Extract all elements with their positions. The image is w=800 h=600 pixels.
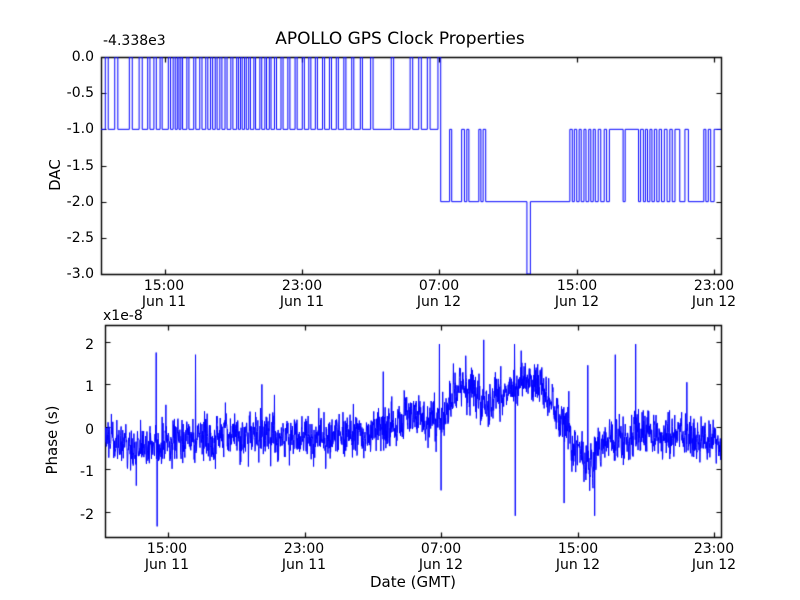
dac-ytick-label: -0.5 (66, 85, 94, 101)
dac-ytick-label: -1.0 (66, 121, 94, 137)
phase-ytick-label: 2 (85, 337, 94, 353)
dac-ytick-label: -1.5 (66, 158, 94, 174)
dac-ytick-label: 0.0 (71, 49, 94, 65)
dac-xtick-date: Jun 12 (691, 294, 737, 310)
phase-xtick-time: 15:00 (557, 541, 599, 557)
phase-ytick-label: -1 (80, 464, 94, 480)
dac-xtick-label: 15:00 Jun 11 (142, 278, 186, 310)
phase-y-offset-text: x1e-8 (103, 308, 143, 324)
phase-xtick-date: Jun 11 (281, 557, 327, 573)
dac-xtick-date: Jun 11 (279, 294, 325, 310)
dac-xtick-label: 15:00 Jun 12 (555, 278, 599, 310)
dac-xtick-label: 07:00 Jun 12 (417, 278, 461, 310)
dac-xtick-time: 15:00 (143, 278, 185, 294)
dac-xtick-date: Jun 12 (416, 294, 462, 310)
phase-xtick-date: Jun 12 (691, 557, 737, 573)
phase-xtick-label: 07:00 Jun 12 (419, 541, 463, 573)
dac-xtick-time: 23:00 (281, 278, 323, 294)
phase-xtick-label: 15:00 Jun 11 (145, 541, 189, 573)
dac-ytick-label: -2.5 (66, 230, 94, 246)
phase-xtick-label: 23:00 Jun 12 (692, 541, 736, 573)
phase-xtick-label: 23:00 Jun 11 (282, 541, 326, 573)
dac-xtick-label: 23:00 Jun 12 (692, 278, 736, 310)
dac-xtick-time: 23:00 (693, 278, 735, 294)
phase-xtick-label: 15:00 Jun 12 (556, 541, 600, 573)
phase-x-axis-label: Date (GMT) (369, 573, 457, 591)
dac-xtick-date: Jun 11 (141, 294, 187, 310)
phase-xtick-date: Jun 12 (418, 557, 464, 573)
phase-ytick-label: 1 (85, 379, 94, 395)
phase-xtick-date: Jun 11 (144, 557, 190, 573)
phase-ytick-label: 0 (85, 422, 94, 438)
phase-xtick-date: Jun 12 (555, 557, 601, 573)
phase-xtick-time: 23:00 (283, 541, 325, 557)
dac-ytick-label: -3.0 (66, 266, 94, 282)
dac-y-offset-text: -4.338e3 (103, 33, 166, 49)
phase-xtick-time: 15:00 (146, 541, 188, 557)
phase-xtick-time: 23:00 (693, 541, 735, 557)
dac-xtick-date: Jun 12 (554, 294, 600, 310)
phase-xtick-time: 07:00 (420, 541, 462, 557)
dac-ytick-label: -2.0 (66, 194, 94, 210)
dac-xtick-time: 07:00 (418, 278, 460, 294)
dac-xtick-label: 23:00 Jun 11 (280, 278, 324, 310)
phase-ytick-label: -2 (80, 507, 94, 523)
page-title: APOLLO GPS Clock Properties (275, 29, 525, 49)
dac-xtick-time: 15:00 (556, 278, 598, 294)
